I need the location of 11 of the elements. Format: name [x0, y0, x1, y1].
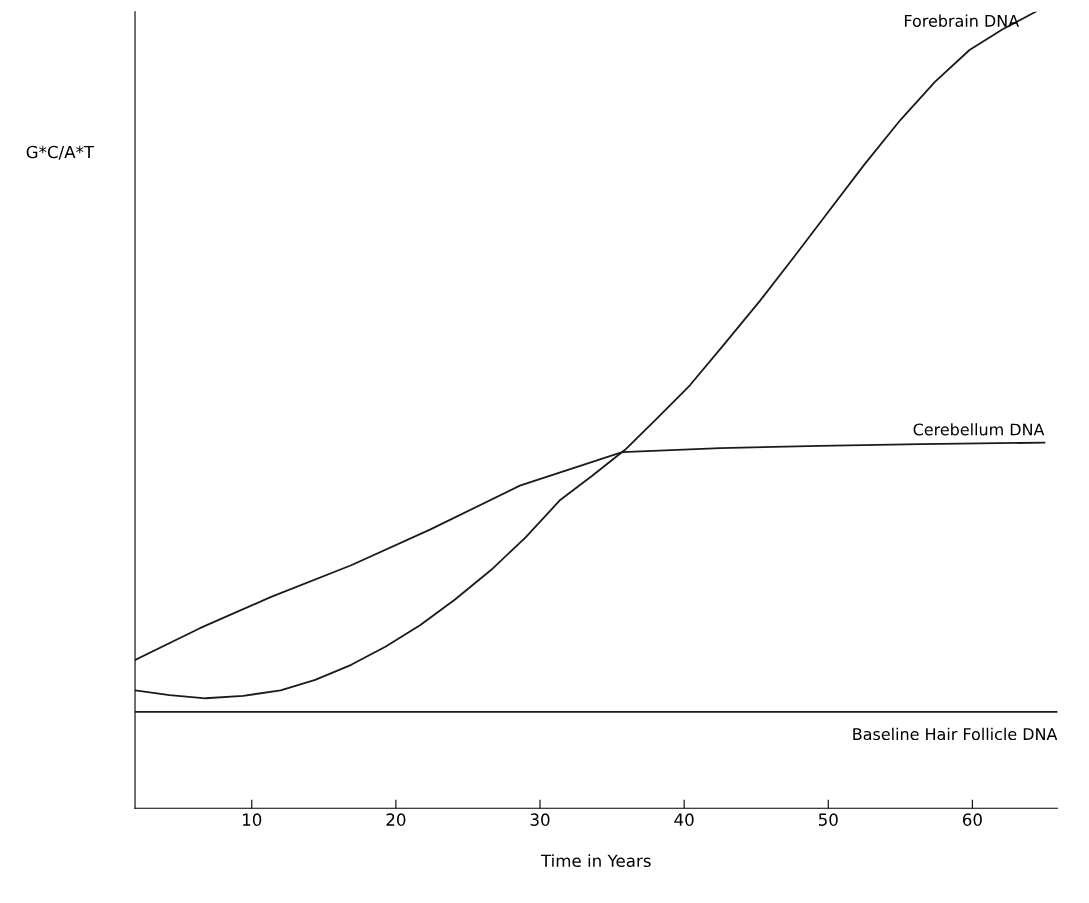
x-tick-label: 30	[530, 813, 550, 826]
x-tick-label: 10	[243, 813, 262, 826]
x-tick-label: 50	[818, 813, 838, 826]
series-label: Forebrain DNA	[904, 14, 1019, 27]
x-tick-label: 20	[386, 813, 406, 826]
x-tick-label: 60	[962, 813, 982, 826]
series-label: Cerebellum DNA	[913, 423, 1045, 436]
x-axis-title: Time in Years	[540, 854, 651, 868]
series-label: Baseline Hair Follicle DNA	[853, 727, 1058, 741]
x-tick-label: 40	[674, 813, 694, 826]
y-axis-title: G*C/A*T	[26, 145, 95, 160]
